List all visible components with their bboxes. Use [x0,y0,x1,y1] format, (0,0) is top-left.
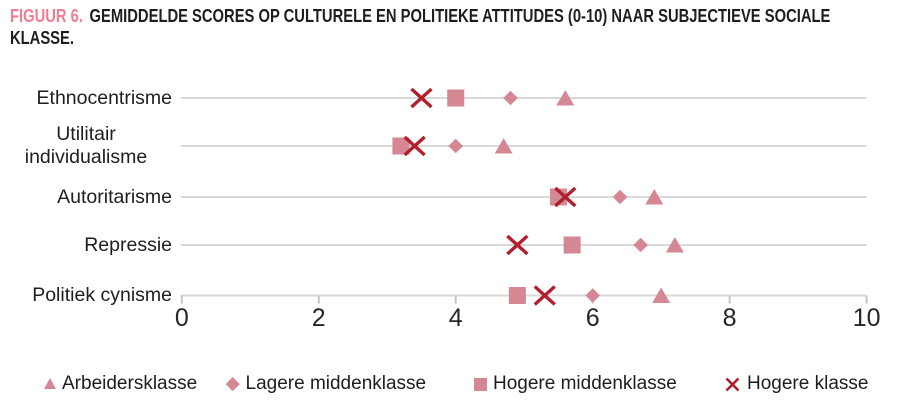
legend-item-hogere-klasse: Hogere klasse [724,369,868,399]
x-tick-label: 0 [174,304,189,332]
legend-item-hogere-middenklasse: Hogere middenklasse [474,369,677,399]
x-tick-label: 6 [585,304,600,332]
category-label: Ethnocentrisme [36,86,172,109]
x-tick-label: 8 [722,304,737,332]
legend-item-lagere-middenklasse: Lagere middenklasse [226,369,426,399]
cross-marker [410,87,433,109]
category-label: Utilitair individualisme [24,123,148,168]
cross-marker [554,186,577,208]
plot-area [180,87,868,306]
legend-item-arbeidersklasse: Arbeidersklasse [44,369,197,399]
diamond-marker [585,288,600,303]
cross-icon [725,377,740,391]
triangle-marker [665,237,684,253]
category-label: Autoritarisme [57,185,172,208]
figure-title-text: GEMIDDELDE SCORES OP CULTURELE EN POLITI… [89,6,831,26]
triangle-marker [494,138,513,154]
legend: Arbeidersklasse Lagere middenklasse Hoge… [0,369,900,399]
figure-title-line1: FIGUUR 6. GEMIDDELDE SCORES OP CULTURELE … [10,5,830,27]
figure-title: FIGUUR 6. GEMIDDELDE SCORES OP CULTURELE … [10,5,830,49]
figure-title-line2: KLASSE. [10,28,74,48]
diamond-marker [612,189,628,205]
diamond-marker [633,237,648,253]
triangle-marker [556,90,575,106]
cross-marker [533,285,556,306]
category-label: Politiek cynisme [32,284,172,306]
triangle-icon [44,377,56,389]
diamond-icon [226,377,240,391]
triangle-marker [645,189,664,205]
square-marker [447,89,465,107]
diamond-marker [448,138,464,154]
legend-label: Arbeidersklasse [62,373,198,394]
legend-label: Lagere middenklasse [245,373,427,394]
legend-label: Hogere klasse [747,373,869,394]
x-tick-label: 10 [852,304,881,332]
triangle-marker [652,287,671,303]
square-marker [508,287,526,304]
diamond-marker [503,90,518,106]
figure-number: FIGUUR 6. [10,6,83,26]
cross-marker [506,234,529,256]
square-marker [563,236,581,254]
cross-marker [403,135,426,157]
category-label: Repressie [84,233,172,256]
x-tick-label: 2 [311,304,326,332]
legend-label: Hogere middenklasse [493,373,677,394]
square-marker [392,137,410,155]
square-icon [474,377,487,391]
x-tick-label: 4 [448,304,463,332]
